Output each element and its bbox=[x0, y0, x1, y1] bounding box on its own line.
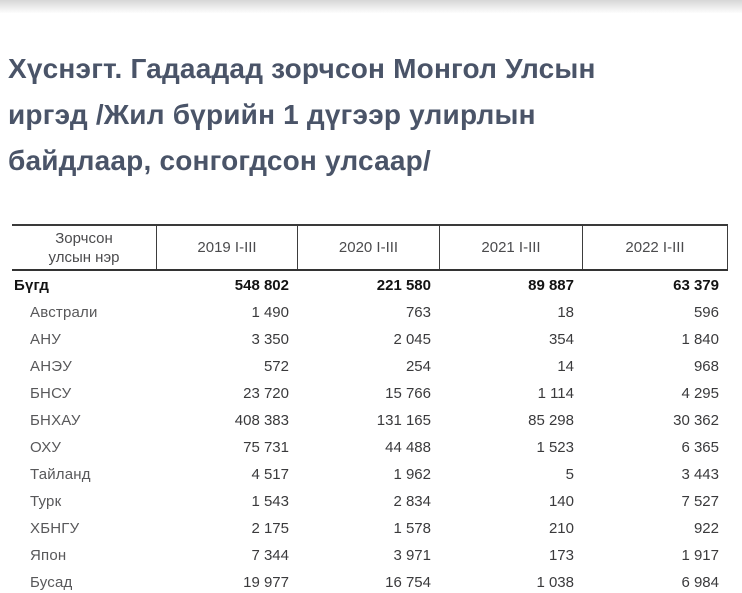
cell-value: 14 bbox=[557, 358, 574, 375]
cell-value: 2 175 bbox=[251, 520, 289, 537]
column-header-2020-label: 2020 I-III bbox=[338, 239, 399, 256]
column-header-country-label: Зорчсон улсын нэр bbox=[48, 229, 120, 266]
cell-value: 1 543 bbox=[251, 493, 289, 510]
column-header-2022-label: 2022 I-III bbox=[625, 239, 685, 256]
cell-value: 1 840 bbox=[681, 331, 719, 348]
row-label: ОХУ bbox=[30, 439, 62, 456]
cell-value: 763 bbox=[405, 304, 431, 321]
row-label: АНУ bbox=[30, 331, 61, 348]
cell-value: 6 984 bbox=[681, 574, 719, 591]
row-label: АНЭУ bbox=[30, 358, 72, 375]
table-row: БНХАУ 408 383 131 165 85 298 30 362 bbox=[12, 407, 728, 434]
cell-value: 1 962 bbox=[393, 466, 431, 483]
row-label: ХБНГУ bbox=[30, 520, 80, 537]
table-row: АНУ 3 350 2 045 354 1 840 bbox=[12, 326, 728, 353]
cell-value: 1 114 bbox=[537, 385, 574, 402]
cell-value: 75 731 bbox=[243, 439, 289, 456]
cell-value: 548 802 bbox=[234, 276, 289, 294]
cell-value: 16 754 bbox=[385, 574, 431, 591]
column-header-2021: 2021 I-III bbox=[440, 226, 583, 269]
cell-value: 1 578 bbox=[393, 520, 431, 537]
row-label: Бусад bbox=[30, 574, 73, 591]
cell-value: 254 bbox=[405, 358, 431, 375]
row-label: Тайланд bbox=[30, 466, 91, 483]
cell-value: 572 bbox=[263, 358, 289, 375]
row-label: БНСУ bbox=[30, 385, 72, 402]
cell-value: 1 917 bbox=[681, 547, 719, 564]
page-title-line: Хүснэгт. Гадаадад зорчсон Монгол Улсын bbox=[8, 53, 596, 84]
cell-value: 5 bbox=[565, 466, 574, 483]
table-row: ХБНГУ 2 175 1 578 210 922 bbox=[12, 515, 728, 542]
cell-value: 968 bbox=[693, 358, 719, 375]
table-row: Тайланд 4 517 1 962 5 3 443 bbox=[12, 461, 728, 488]
table-row: Япон 7 344 3 971 173 1 917 bbox=[12, 542, 728, 569]
cell-value: 3 443 bbox=[681, 466, 719, 483]
table-row: ОХУ 75 731 44 488 1 523 6 365 bbox=[12, 434, 728, 461]
cell-value: 210 bbox=[548, 520, 574, 537]
table-header-row: Зорчсон улсын нэр 2019 I-III 2020 I-III … bbox=[12, 224, 728, 271]
column-header-2022: 2022 I-III bbox=[583, 226, 728, 269]
column-header-country: Зорчсон улсын нэр bbox=[12, 226, 157, 269]
column-header-2019: 2019 I-III bbox=[157, 226, 298, 269]
table-row: Бусад 19 977 16 754 1 038 6 984 bbox=[12, 569, 728, 593]
cell-value: 85 298 bbox=[528, 412, 574, 429]
top-gradient-strip bbox=[0, 0, 742, 13]
table-row: БНСУ 23 720 15 766 1 114 4 295 bbox=[12, 380, 728, 407]
row-label: Бүгд bbox=[14, 276, 50, 294]
cell-value: 4 517 bbox=[251, 466, 289, 483]
table-row: Турк 1 543 2 834 140 7 527 bbox=[12, 488, 728, 515]
cell-value: 15 766 bbox=[385, 385, 431, 402]
cell-value: 408 383 bbox=[234, 412, 289, 429]
cell-value: 922 bbox=[693, 520, 719, 537]
cell-value: 44 488 bbox=[385, 439, 431, 456]
cell-value: 596 bbox=[693, 304, 719, 321]
row-label: Япон bbox=[30, 547, 67, 564]
row-label: Турк bbox=[30, 493, 62, 510]
cell-value: 19 977 bbox=[243, 574, 289, 591]
cell-value: 3 971 bbox=[393, 547, 431, 564]
cell-value: 131 165 bbox=[376, 412, 431, 429]
cell-value: 7 527 bbox=[681, 493, 719, 510]
cell-value: 7 344 bbox=[251, 547, 289, 564]
cell-value: 63 379 bbox=[673, 276, 719, 294]
cell-value: 221 580 bbox=[376, 276, 431, 294]
page-title: Хүснэгт. Гадаадад зорчсон Монгол Улсын и… bbox=[8, 46, 596, 184]
cell-value: 1 038 bbox=[536, 574, 574, 591]
cell-value: 6 365 bbox=[681, 439, 719, 456]
row-label: БНХАУ bbox=[30, 412, 81, 429]
cell-value: 4 295 bbox=[681, 385, 719, 402]
cell-value: 1 523 bbox=[536, 439, 574, 456]
table-row: Австрали 1 490 763 18 596 bbox=[12, 299, 728, 326]
row-label: Австрали bbox=[30, 304, 98, 321]
column-header-2020: 2020 I-III bbox=[298, 226, 440, 269]
table-row-total: Бүгд 548 802 221 580 89 887 63 379 bbox=[12, 271, 728, 299]
cell-value: 18 bbox=[557, 304, 574, 321]
cell-value: 2 834 bbox=[393, 493, 431, 510]
cell-value: 173 bbox=[548, 547, 574, 564]
column-header-2021-label: 2021 I-III bbox=[481, 239, 541, 256]
travelers-by-country-table: Зорчсон улсын нэр 2019 I-III 2020 I-III … bbox=[12, 224, 728, 593]
cell-value: 89 887 bbox=[528, 276, 574, 294]
cell-value: 2 045 bbox=[393, 331, 431, 348]
cell-value: 140 bbox=[548, 493, 574, 510]
cell-value: 23 720 bbox=[243, 385, 289, 402]
page-title-line: байдлаар, сонгогдсон улсаар/ bbox=[8, 145, 431, 176]
column-header-2019-label: 2019 I-III bbox=[197, 239, 257, 256]
cell-value: 1 490 bbox=[251, 304, 289, 321]
cell-value: 354 bbox=[548, 331, 574, 348]
table-row: АНЭУ 572 254 14 968 bbox=[12, 353, 728, 380]
page-title-line: иргэд /Жил бүрийн 1 дүгээр улирлын bbox=[8, 99, 536, 130]
cell-value: 3 350 bbox=[251, 331, 289, 348]
cell-value: 30 362 bbox=[673, 412, 719, 429]
